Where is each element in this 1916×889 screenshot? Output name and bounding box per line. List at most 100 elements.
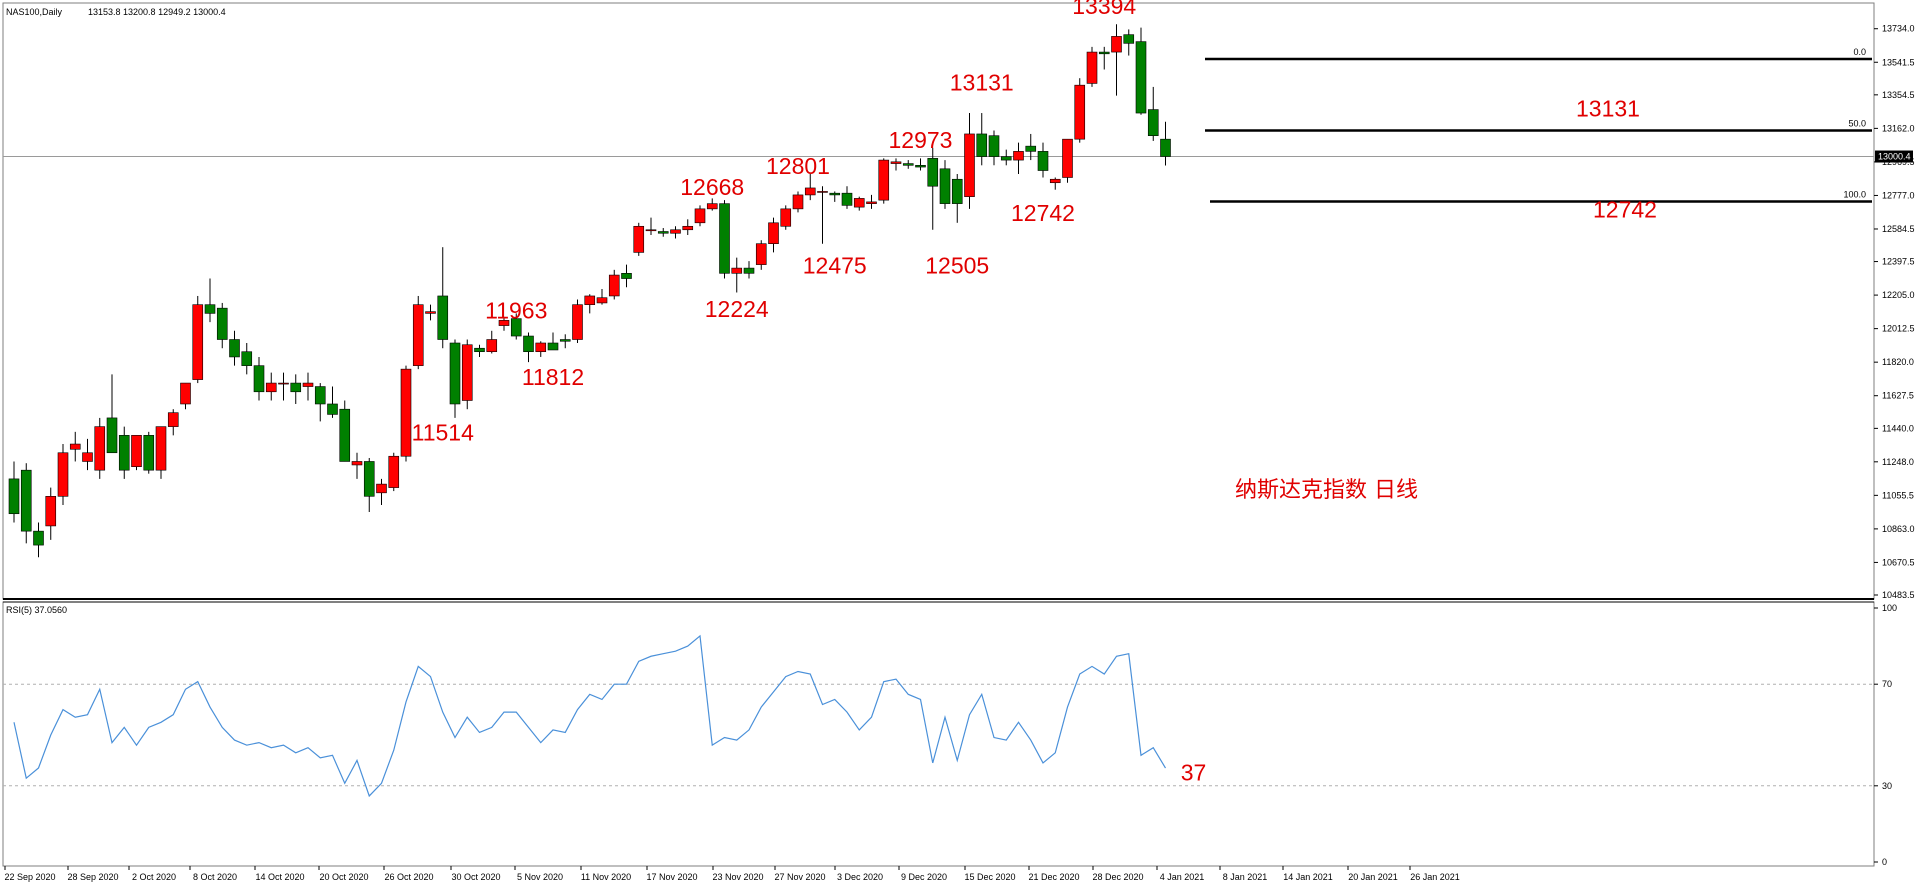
candle-body: [1098, 51, 1110, 55]
candle-body: [804, 187, 816, 196]
candle-body: [535, 342, 547, 353]
date-tick-label: 15 Dec 2020: [964, 872, 1015, 882]
candle-body: [731, 267, 743, 274]
candle-body: [621, 273, 632, 279]
candle-body: [817, 191, 828, 193]
candle-body: [547, 342, 559, 351]
price-annotation: 12505: [925, 252, 989, 278]
date-tick-label: 30 Oct 2020: [451, 872, 500, 882]
candle-body: [976, 133, 988, 157]
date-tick-label: 4 Jan 2021: [1160, 872, 1205, 882]
rsi-series-line: [13, 634, 1167, 798]
candle-body: [951, 178, 963, 204]
price-annotation: 13131: [1576, 96, 1640, 122]
date-tick-label: 22 Sep 2020: [4, 872, 55, 882]
candle-body: [155, 426, 167, 471]
candle-body: [253, 365, 265, 393]
price-annotation: 11514: [412, 420, 474, 446]
date-tick-label: 8 Oct 2020: [193, 872, 237, 882]
price-annotation: 13394: [1072, 0, 1136, 19]
price-tick-label: 13162.0: [1882, 123, 1915, 133]
candle-body: [290, 382, 302, 393]
candle-body: [412, 304, 424, 366]
price-tick-label: 11055.5: [1882, 490, 1914, 500]
current-price-label: 13000.4: [1878, 152, 1911, 162]
candle-body: [853, 198, 865, 208]
price-tick-label: 11248.0: [1882, 457, 1914, 467]
candle-body: [351, 461, 363, 466]
date-tick-label: 20 Oct 2020: [319, 872, 368, 882]
candle-body: [902, 163, 914, 166]
candle-body: [1049, 178, 1061, 184]
candle-body: [841, 192, 853, 206]
candle-body: [400, 368, 412, 457]
candle-body: [265, 382, 277, 393]
date-tick-label: 17 Nov 2020: [646, 872, 697, 882]
candle-body: [719, 203, 730, 274]
price-tick-label: 12205.0: [1882, 290, 1915, 300]
candle-body: [633, 225, 645, 253]
candle-body: [118, 435, 130, 471]
candle-body: [559, 339, 571, 342]
rsi-tick-label: 0: [1882, 857, 1887, 867]
candle-body: [645, 229, 657, 232]
candle-body: [1123, 34, 1135, 44]
candle-body: [878, 159, 890, 201]
candle-body: [596, 297, 608, 304]
candle-body: [461, 344, 473, 401]
fib-level-label: 50.0: [1848, 118, 1866, 128]
candle-body: [45, 496, 57, 527]
candle-body: [1160, 138, 1171, 157]
candle-body: [1111, 36, 1122, 53]
candle-body: [486, 339, 498, 353]
date-tick-label: 14 Jan 2021: [1283, 872, 1333, 882]
candle-body: [192, 304, 204, 380]
candle-body: [167, 412, 179, 427]
candle-body: [1037, 151, 1049, 171]
price-annotation: 11812: [522, 364, 584, 390]
candle-body: [388, 455, 400, 488]
chart-symbol: NAS100,Daily: [6, 7, 63, 17]
fib-level-label: 100.0: [1843, 190, 1866, 200]
price-annotation: 12742: [1011, 200, 1075, 226]
date-tick-label: 23 Nov 2020: [712, 872, 763, 882]
candle-body: [143, 435, 155, 471]
date-tick-label: 26 Oct 2020: [384, 872, 433, 882]
rsi-tick-label: 100: [1882, 603, 1897, 613]
candle-body: [474, 347, 485, 353]
candle-body: [229, 339, 240, 358]
price-tick-label: 12397.5: [1882, 257, 1915, 267]
candle-body: [866, 201, 877, 204]
candle-body: [437, 295, 449, 340]
candle-body: [33, 530, 44, 546]
price-tick-label: 12777.0: [1882, 190, 1915, 200]
date-tick-label: 28 Dec 2020: [1092, 872, 1143, 882]
date-tick-label: 26 Jan 2021: [1410, 872, 1460, 882]
date-tick-label: 5 Nov 2020: [517, 872, 563, 882]
candle-body: [510, 318, 522, 337]
candle-body: [94, 426, 106, 471]
price-annotation: 12668: [680, 174, 744, 200]
candle-body: [890, 161, 902, 164]
price-annotation: 12475: [803, 252, 867, 278]
candle-body: [1000, 156, 1012, 161]
candle-body: [449, 342, 461, 405]
rsi-header: RSI(5) 37.0560: [6, 605, 67, 615]
price-tick-label: 11627.5: [1882, 391, 1914, 401]
candle-body: [988, 135, 1000, 157]
candle-body: [694, 208, 706, 224]
candle-body: [572, 304, 583, 340]
candle-body: [939, 168, 951, 204]
candle-body: [780, 208, 792, 227]
candle-body: [216, 307, 228, 340]
price-tick-label: 10863.0: [1882, 524, 1915, 534]
candle-body: [706, 203, 718, 210]
candle-body: [927, 158, 939, 187]
current-price-tag: [1875, 150, 1913, 163]
candle-body: [425, 311, 436, 314]
price-tick-label: 13541.5: [1882, 57, 1915, 67]
candle-body: [584, 295, 596, 305]
rsi-annotation: 37: [1181, 760, 1207, 786]
rsi-tick-label: 70: [1882, 679, 1892, 689]
